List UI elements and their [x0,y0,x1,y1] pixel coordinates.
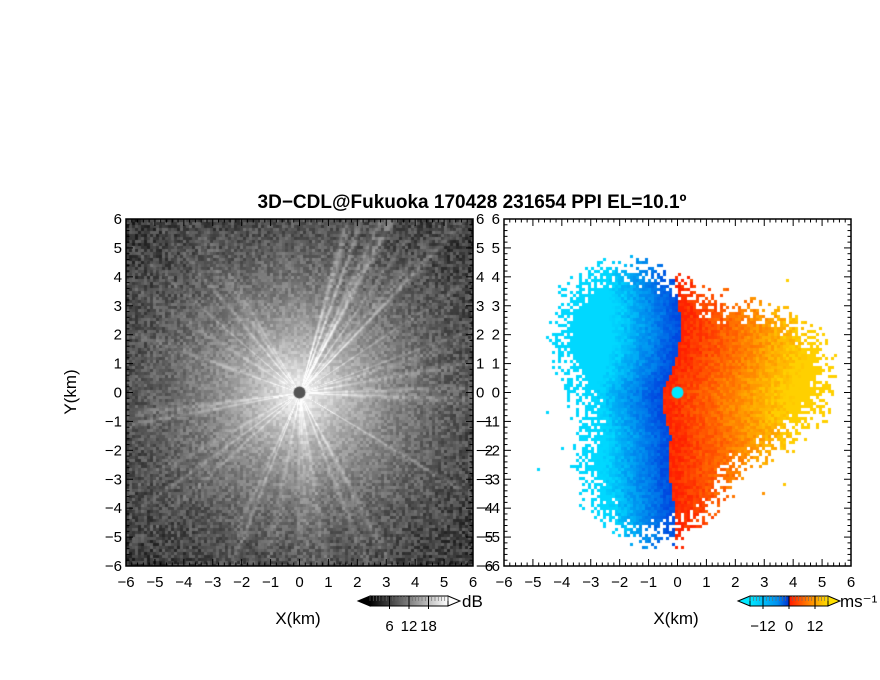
reflectivity-colorbar-min-arrow [356,595,371,607]
y-tick-label-right: −4 [476,500,493,517]
y-tick-label: −2 [105,442,122,459]
y-tick-label: −5 [483,529,500,546]
y-tick-label: −6 [483,558,500,575]
x-tick-label: 4 [411,574,419,591]
y-tick-label-right: −2 [476,442,493,459]
colorbar-tick-label: 12 [401,618,418,635]
x-tick-label: 1 [324,574,332,591]
y-tick-label: 4 [114,269,122,286]
velocity-colorbar-ticks: −12 0 12 [749,596,829,635]
x-tick-label: 1 [702,574,710,591]
colorbar-tick-label: 12 [807,618,824,635]
left-ticks: −6 −5 −4 −3 −2 −1 0 1 2 3 4 5 6−6 −6−5 −5−4 −4−3 −3−2 −2−… [105,211,493,591]
y-tick-label-right: 2 [476,327,484,344]
y-tick-label: −5 [105,529,122,546]
y-tick-label-right: −3 [476,471,493,488]
y-tick-label: 6 [492,211,500,228]
left-y-axis-label: Y(km) [61,369,80,414]
right-ticks: −6 −5 −4 −3 −2 −1 0 1 2 3 4 5 6 −6 −5 −4 −3 −2 −1 0 1 2 3 4 5 6 [483,211,855,591]
x-tick-label: 5 [818,574,826,591]
y-tick-label: 4 [492,269,500,286]
x-tick-label: −1 [262,574,279,591]
chart-title: 3D−CDL@Fukuoka 170428 231654 PPI EL=10.1… [258,192,687,213]
x-tick-label: −2 [233,574,250,591]
left-x-axis-label: X(km) [275,609,320,628]
y-tick-label: 5 [114,240,122,257]
y-tick-label: 2 [492,327,500,344]
y-tick-label: 5 [492,240,500,257]
y-tick-label-right: −5 [476,529,493,546]
y-tick-label: −3 [105,471,122,488]
y-tick-label: 2 [114,327,122,344]
x-tick-label: 5 [440,574,448,591]
reflectivity-colorbar: 6 12 18 dB [356,592,483,635]
velocity-colorbar-min-arrow [736,595,751,607]
velocity-colorbar: −12 0 12 ms⁻¹ [736,592,878,635]
y-tick-label: −1 [483,413,500,430]
x-tick-label: −3 [204,574,221,591]
x-tick-label: 2 [731,574,739,591]
x-tick-label: −5 [146,574,163,591]
colorbar-tick-label: 0 [785,618,793,635]
y-tick-label: −4 [105,500,122,517]
y-tick-label: 0 [492,385,500,402]
y-tick-label: −4 [483,500,500,517]
x-tick-label: −6 [495,574,512,591]
y-tick-label-right: −6 [476,558,493,575]
right-x-axis-label: X(km) [653,609,698,628]
y-tick-label: 1 [114,356,122,373]
y-tick-label-right: 5 [476,240,484,257]
velocity-panel: −6 −5 −4 −3 −2 −1 0 1 2 3 4 5 6 −6 −5 −4 −3 −2 −1 0 1 2 3 4 5 6 X… [483,211,855,628]
velocity-colorbar-unit: ms⁻¹ [840,592,878,611]
x-tick-label: 3 [760,574,768,591]
y-tick-label: 1 [492,356,500,373]
x-tick-label: 6 [847,574,855,591]
y-tick-label: 3 [114,298,122,315]
y-tick-label: 0 [114,385,122,402]
x-tick-label: −3 [582,574,599,591]
y-tick-label-right: 6 [476,211,484,228]
x-tick-label: 6 [469,574,477,591]
reflectivity-colorbar-unit: dB [462,592,483,611]
colorbar-tick-label: 18 [420,618,437,635]
x-tick-label: 4 [789,574,797,591]
y-tick-label: 6 [114,211,122,228]
y-tick-label: 3 [492,298,500,315]
velocity-heatmap [504,219,851,566]
y-tick-label-right: −1 [476,413,493,430]
x-tick-label: −4 [553,574,570,591]
colorbar-tick-label: −12 [750,618,775,635]
y-tick-label: −2 [483,442,500,459]
reflectivity-colorbar-max-arrow [447,595,462,607]
y-tick-label-right: 0 [476,385,484,402]
x-tick-label: −2 [611,574,628,591]
x-tick-label: 0 [295,574,303,591]
reflectivity-panel: −6 −5 −4 −3 −2 −1 0 1 2 3 4 5 6−6 −6−5 −5−4 −4−3 −3−2 −2−… [61,211,493,628]
reflectivity-colorbar-ticks: 6 12 18 [369,596,449,635]
y-tick-label-right: 1 [476,356,484,373]
x-tick-label: 2 [353,574,361,591]
y-tick-label-right: 3 [476,298,484,315]
y-tick-label: −1 [105,413,122,430]
x-tick-label: 0 [673,574,681,591]
y-tick-label: −3 [483,471,500,488]
x-tick-label: −4 [175,574,192,591]
reflectivity-heatmap [126,219,473,566]
x-tick-label: −6 [117,574,134,591]
x-tick-label: −1 [640,574,657,591]
y-tick-label-right: 4 [476,269,484,286]
colorbar-tick-label: 6 [385,618,393,635]
velocity-colorbar-max-arrow [827,595,842,607]
y-tick-label: −6 [105,558,122,575]
x-tick-label: 3 [382,574,390,591]
x-tick-label: −5 [524,574,541,591]
